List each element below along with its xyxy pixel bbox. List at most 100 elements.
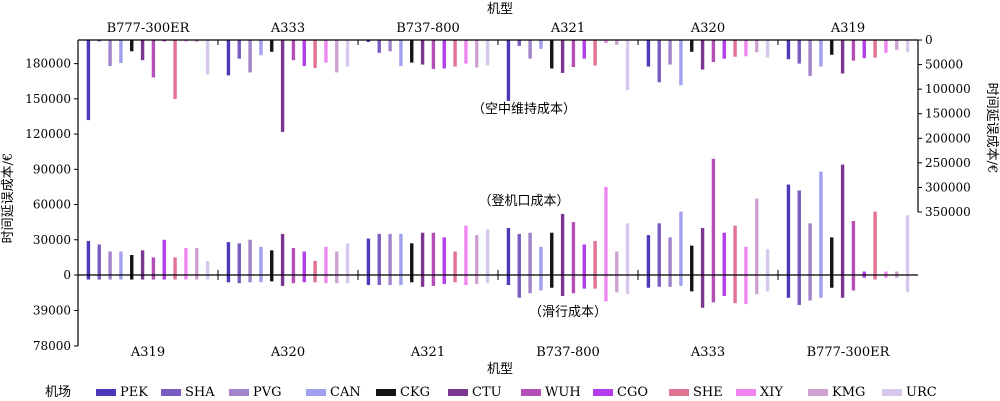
gate-bar-A321-CTU — [420, 232, 425, 275]
top-bar-A321-KMG — [615, 40, 619, 45]
gate-bar-A319-XIY — [184, 247, 188, 275]
taxi-bar-A333-XIY — [744, 275, 748, 305]
gate-bar-B737-800-SHE — [593, 240, 597, 275]
left-tick-label: 30000 — [33, 233, 71, 247]
top-bar-A320-PEK — [646, 40, 651, 67]
taxi-bar-A319-PEK — [86, 275, 91, 280]
gate-bar-A333-KMG — [755, 198, 759, 275]
taxi-bar-A320-CGO — [302, 275, 306, 283]
gate-bar-A319-CAN — [119, 251, 123, 275]
top-bar-A333-PEK — [226, 40, 231, 76]
legend-label-XIY: XIY — [760, 385, 783, 400]
taxi-bar-B737-800-SHE — [593, 275, 597, 289]
taxi-bar-A321-SHA — [377, 275, 381, 286]
gate-bar-A319-CKG — [130, 255, 134, 275]
gate-bar-B777-300ER-CGO — [862, 271, 866, 275]
axes: B777-300ER A333 B737-800 A321 A320 A319 A319 A3… — [25, 21, 971, 360]
taxi-bar-A319-CGO — [162, 275, 166, 280]
right-tick-label: 300000 — [925, 180, 971, 194]
gate-bar-A333-PVG — [668, 237, 672, 275]
legend-label-KMG: KMG — [832, 385, 865, 400]
top-bar-B737-800-PVG — [388, 40, 392, 52]
legend-swatch-KMG — [808, 389, 828, 396]
right-tick-label: 50000 — [925, 58, 963, 72]
left-tick-label: 78000 — [33, 339, 71, 353]
left-tick-label: 90000 — [33, 162, 71, 176]
gate-bar-A333-SHE — [733, 225, 737, 275]
taxi-bar-B737-800-CTU — [560, 275, 565, 296]
right-tick-label: 200000 — [925, 131, 971, 145]
gate-bar-A333-WUH — [711, 158, 716, 275]
taxi-bar-A321-CKG — [410, 275, 414, 283]
taxi-bar-A321-WUH — [431, 275, 436, 286]
right-tick-label: 0 — [925, 33, 933, 47]
gate-bar-B777-300ER-PVG — [808, 223, 812, 275]
top-bar-A321-SHE — [593, 40, 597, 66]
top-bar-A321-WUH — [571, 40, 576, 68]
taxi-cost-bars — [86, 275, 910, 308]
bottom-category-label: A319 — [130, 345, 165, 360]
legend-title: 机场 — [45, 385, 71, 400]
taxi-bar-A321-PVG — [388, 275, 392, 286]
top-bar-B777-300ER-SHE — [173, 40, 177, 99]
gate-bar-A321-CKG — [410, 243, 414, 275]
taxi-bar-B777-300ER-CTU — [840, 275, 845, 298]
taxi-bar-B777-300ER-SHE — [873, 275, 877, 280]
gate-bar-A333-CTU — [700, 228, 705, 275]
taxi-bar-A320-CKG — [270, 275, 274, 282]
top-bar-A333-PVG — [248, 40, 252, 73]
gate-bar-B737-800-CTU — [560, 213, 565, 275]
legend-swatch-SHE — [669, 389, 689, 396]
gate-bar-A319-CGO — [162, 239, 166, 275]
left-tick-label: 0 — [63, 268, 71, 282]
taxi-bar-A333-CGO — [722, 275, 726, 296]
taxi-bar-B777-300ER-PEK — [786, 275, 791, 298]
top-bar-A321-URC — [625, 40, 630, 91]
top-bar-B777-300ER-KMG — [195, 40, 199, 42]
gate-bar-B737-800-WUH — [571, 222, 576, 275]
top-bar-B737-800-SHA — [377, 40, 381, 53]
taxi-bar-B777-300ER-CAN — [819, 275, 823, 298]
gate-bar-A321-URC — [485, 229, 490, 275]
taxi-bar-B737-800-WUH — [571, 275, 576, 294]
taxi-bar-A320-CAN — [259, 275, 263, 283]
gate-bar-A333-URC — [765, 249, 770, 275]
gate-bar-A320-PEK — [226, 242, 231, 275]
taxi-bar-A321-CGO — [442, 275, 446, 285]
top-bar-B777-300ER-URC — [205, 40, 210, 75]
taxi-bar-B737-800-XIY — [604, 275, 608, 302]
gate-bar-B737-800-URC — [625, 223, 630, 275]
gate-bar-A321-SHE — [453, 251, 457, 275]
legend-label-CKG: CKG — [400, 385, 430, 400]
top-bar-A319-CTU — [840, 40, 845, 74]
top-bar-A320-SHA — [657, 40, 661, 83]
gate-bar-A320-URC — [345, 243, 350, 275]
legend: 机场 PEK SHA PVG CAN CKG CTU WUH CGO SHE XIY KMG URC — [45, 385, 937, 400]
gate-bar-B737-800-CKG — [550, 232, 554, 275]
legend-label-CTU: CTU — [472, 385, 502, 400]
top-bar-B777-300ER-CKG — [130, 40, 134, 52]
legend-label-PEK: PEK — [120, 385, 148, 400]
top-bar-A319-PEK — [786, 40, 791, 60]
legend-swatch-CKG — [376, 389, 396, 396]
legend-label-WUH: WUH — [545, 385, 581, 400]
taxi-bar-A321-KMG — [475, 275, 479, 285]
gate-bar-A320-SHA — [237, 243, 241, 275]
gate-bar-A333-CKG — [690, 245, 694, 275]
gate-bar-B737-800-XIY — [604, 186, 608, 275]
top-bar-B737-800-WUH — [431, 40, 436, 69]
top-bar-A319-CAN — [819, 40, 823, 67]
top-category-label: B777-300ER — [107, 21, 191, 36]
top-bar-B737-800-CTU — [420, 40, 425, 65]
top-bar-B777-300ER-WUH — [151, 40, 156, 78]
taxi-bar-A333-URC — [765, 275, 770, 292]
gate-bar-A333-CAN — [679, 211, 683, 275]
boarding-gate-bars — [86, 158, 910, 275]
gate-bar-A319-CTU — [140, 250, 145, 275]
gate-bar-A320-CKG — [270, 250, 274, 275]
right-tick-label: 100000 — [925, 82, 971, 96]
top-bar-A320-CGO — [722, 40, 726, 59]
top-category-label: B737-800 — [396, 21, 460, 36]
top-bar-A321-PEK — [506, 40, 511, 101]
gate-bar-A320-CGO — [302, 251, 306, 275]
